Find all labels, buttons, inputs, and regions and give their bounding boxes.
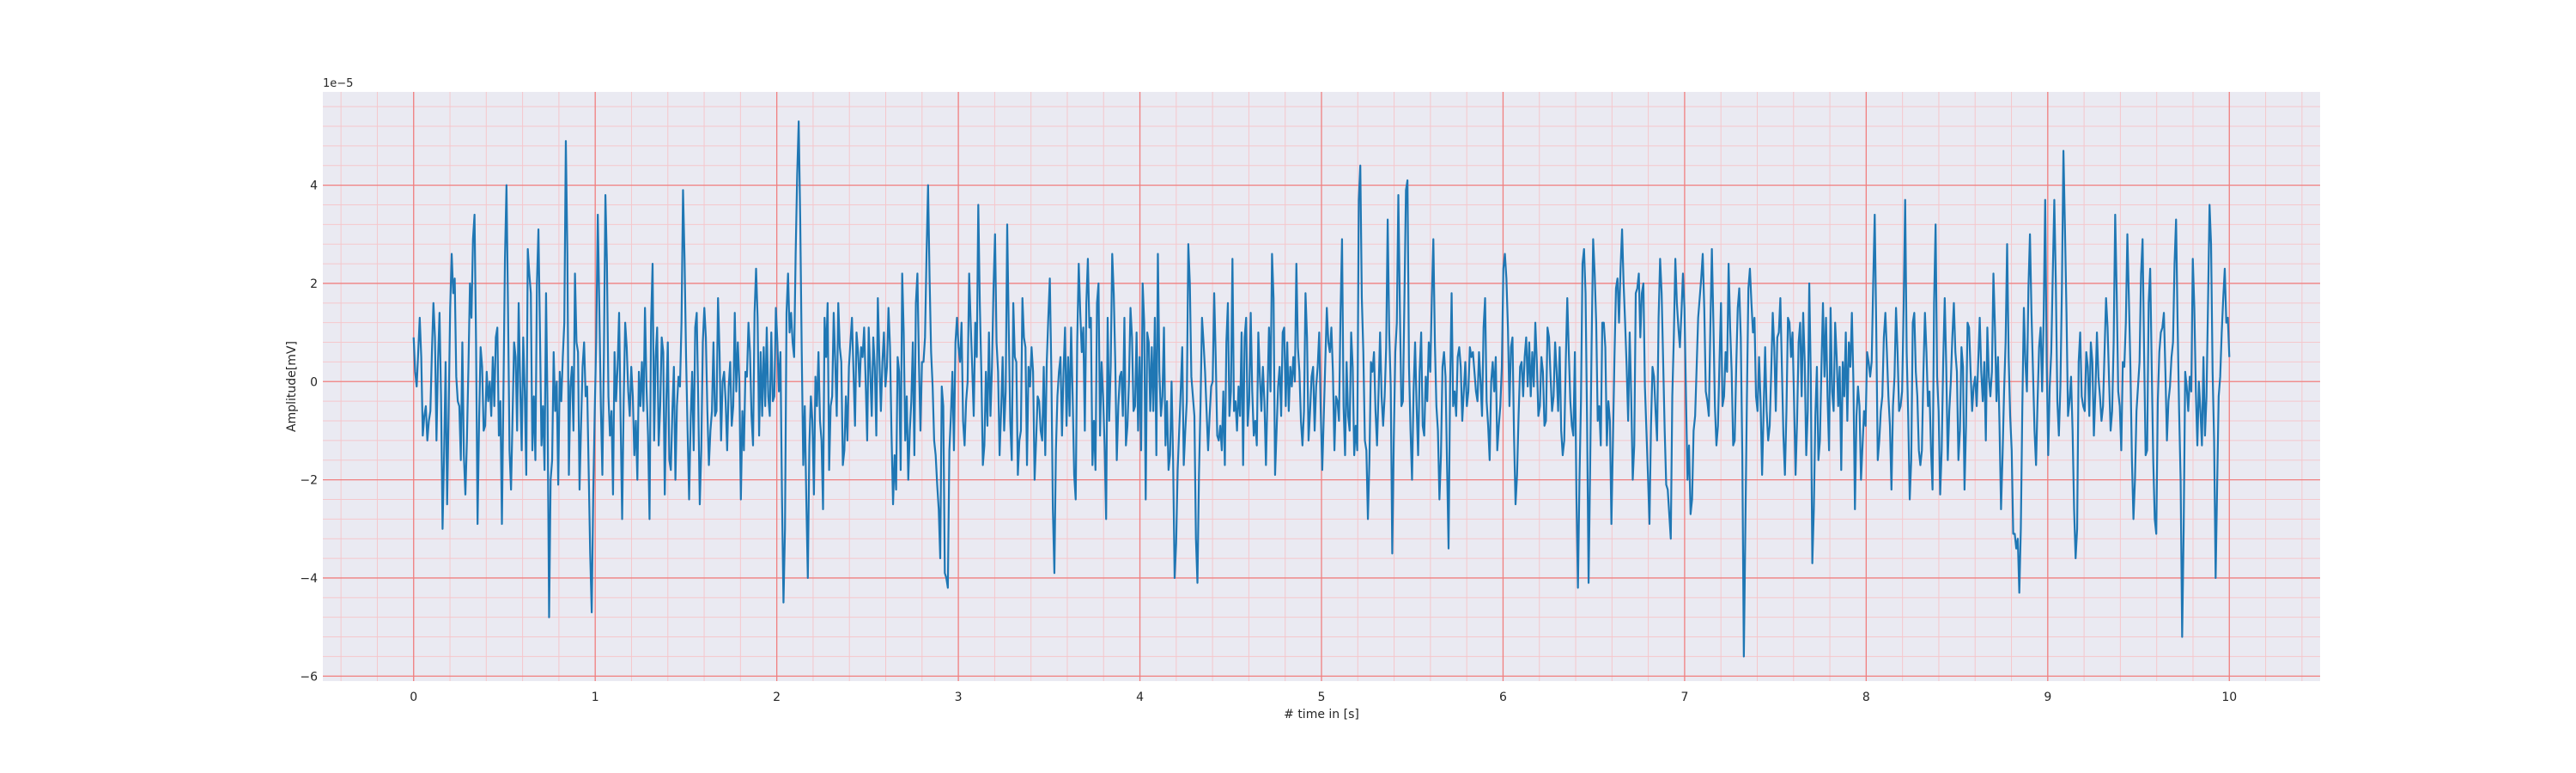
x-tick-label: 10 [2221,691,2237,704]
y-tick-label: −4 [300,572,318,586]
y-tick-label: −6 [300,670,318,684]
x-tick-label: 8 [1862,691,1870,704]
x-axis-ticks: 0 1 2 3 4 5 6 7 8 9 10 [410,691,2237,704]
x-tick-label: 9 [2044,691,2051,704]
y-axis-offset-label: 1e−5 [323,77,353,90]
series-line [412,120,2231,658]
x-tick-label: 5 [1318,691,1326,704]
y-axis-ticks: −6 −4 −2 0 2 4 [300,180,318,685]
y-tick-label: −2 [300,474,318,488]
x-axis-label: # time in [s] [1284,708,1359,721]
x-tick-label: 0 [410,691,417,704]
x-tick-label: 1 [592,691,599,704]
y-tick-label: 4 [310,180,318,193]
y-tick-label: 0 [310,375,318,389]
x-tick-label: 6 [1499,691,1507,704]
x-tick-label: 3 [955,691,963,704]
x-tick-label: 4 [1136,691,1144,704]
x-tick-label: 2 [773,691,781,704]
y-axis-label: Amplitude[mV] [285,341,299,432]
x-tick-label: 7 [1680,691,1688,704]
y-tick-label: 2 [310,277,318,291]
